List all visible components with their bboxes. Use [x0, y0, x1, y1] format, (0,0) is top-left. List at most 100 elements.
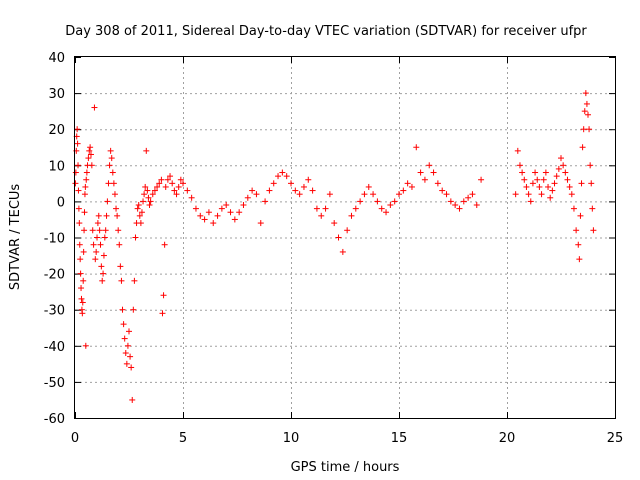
data-point [575, 241, 582, 248]
data-point [538, 191, 545, 198]
data-point [75, 162, 82, 169]
data-point [79, 310, 86, 317]
data-point [249, 187, 256, 194]
data-point [128, 364, 135, 371]
data-point [81, 227, 88, 234]
data-point [81, 209, 88, 216]
data-point [100, 270, 107, 277]
data-point [132, 234, 139, 241]
data-point [201, 216, 208, 223]
data-point [210, 220, 217, 227]
x-tick-label: 15 [391, 431, 408, 446]
data-point [447, 198, 454, 205]
data-point [173, 191, 180, 198]
data-point [426, 162, 433, 169]
data-point [378, 205, 385, 212]
data-point [288, 180, 294, 187]
data-point [223, 202, 230, 209]
y-tick-label: -20 [44, 268, 65, 283]
data-point [253, 191, 260, 198]
data-point [164, 176, 171, 183]
data-point [90, 241, 97, 248]
data-point [117, 263, 124, 270]
data-point [145, 194, 152, 201]
data-point [590, 227, 597, 234]
data-point [529, 180, 536, 187]
data-point [542, 169, 549, 176]
data-point [553, 173, 560, 180]
data-point [413, 144, 420, 151]
y-tick-label: -10 [44, 232, 65, 247]
data-point [374, 198, 381, 205]
data-point [99, 277, 106, 284]
data-point [93, 248, 100, 255]
data-point [540, 176, 547, 183]
data-point [266, 187, 273, 194]
data-point [240, 202, 247, 209]
data-point [430, 169, 437, 176]
data-point [80, 248, 87, 255]
data-point [262, 198, 269, 205]
data-point [120, 321, 127, 328]
data-point [149, 191, 156, 198]
data-point [98, 263, 105, 270]
data-point [143, 147, 150, 154]
data-point [180, 180, 186, 187]
data-point [313, 205, 320, 212]
data-point [400, 187, 407, 194]
data-point [244, 194, 251, 201]
data-point [121, 335, 128, 342]
data-point [85, 155, 92, 162]
data-point [124, 342, 131, 349]
data-point [169, 180, 176, 187]
data-point [75, 205, 82, 212]
data-point [116, 241, 123, 248]
data-point [192, 205, 199, 212]
data-point [331, 220, 338, 227]
data-point [408, 183, 415, 190]
y-tick-label: -60 [44, 412, 65, 427]
data-point [270, 180, 277, 187]
data-point [370, 191, 377, 198]
data-point [348, 212, 355, 219]
data-point [545, 183, 552, 190]
data-point [88, 162, 95, 169]
data-point [83, 176, 90, 183]
data-point [587, 162, 594, 169]
data-point [227, 209, 234, 216]
data-point [421, 176, 428, 183]
data-point [78, 295, 85, 302]
data-point [184, 187, 191, 194]
data-point [134, 205, 141, 212]
data-point [205, 209, 212, 216]
data-point [72, 169, 79, 176]
data-point [81, 191, 88, 198]
data-point [257, 220, 264, 227]
data-point [147, 198, 154, 205]
data-point [532, 169, 539, 176]
data-point [127, 353, 134, 360]
data-point [171, 187, 178, 194]
data-point [283, 173, 290, 180]
data-point [512, 191, 519, 198]
data-point [94, 234, 101, 241]
data-point [89, 227, 96, 234]
data-point [583, 100, 590, 107]
data-point [130, 306, 137, 313]
data-point [275, 173, 282, 180]
data-point [75, 187, 82, 194]
y-tick-label: 40 [48, 51, 65, 66]
x-tick-label: 25 [607, 431, 624, 446]
data-point [523, 183, 530, 190]
data-point [582, 90, 589, 97]
data-point [300, 183, 307, 190]
data-point [580, 126, 587, 133]
data-point [588, 180, 595, 187]
data-point [154, 183, 161, 190]
data-point [83, 169, 90, 176]
data-point [141, 191, 148, 198]
data-point [568, 191, 575, 198]
data-point [417, 169, 424, 176]
data-point [74, 140, 81, 147]
